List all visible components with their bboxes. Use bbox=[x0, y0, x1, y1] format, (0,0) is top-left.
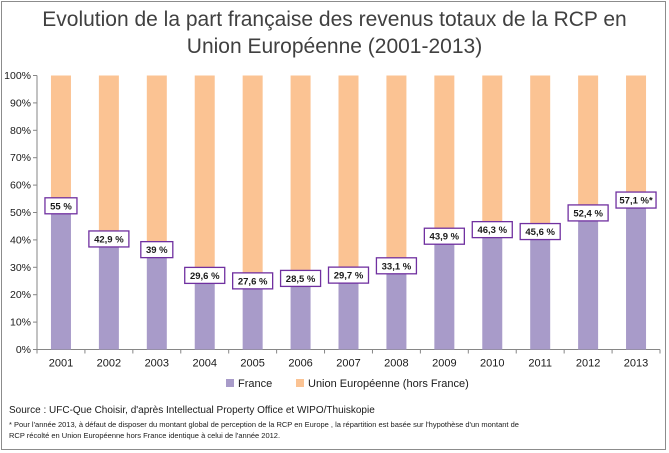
y-tick-label: 10% bbox=[10, 317, 31, 329]
stacked-bar-chart: 0% 10% 20% 30% 40% 50% 60% 70% 80% 90% 100% 2001 55 … bbox=[4, 70, 661, 390]
legend-label-france: France bbox=[238, 378, 272, 390]
legend-swatch-eu bbox=[296, 379, 304, 387]
bar-eu-2006 bbox=[290, 75, 311, 272]
chart-title-line-1: Evolution de la part française des reven… bbox=[42, 8, 627, 31]
data-label: 52,4 % bbox=[573, 208, 603, 219]
x-tick-label: 2013 bbox=[624, 358, 648, 370]
x-tick-label: 2006 bbox=[288, 358, 312, 370]
data-label: 43,9 % bbox=[430, 232, 460, 243]
legend-swatch-france bbox=[226, 379, 234, 387]
x-tick-label: 2012 bbox=[576, 358, 600, 370]
x-tick-label: 2011 bbox=[528, 358, 552, 370]
y-tick-label: 0% bbox=[16, 344, 31, 356]
data-label: 33,1 % bbox=[382, 261, 412, 272]
bar-eu-2004 bbox=[194, 75, 215, 269]
bar-eu-2005 bbox=[242, 75, 263, 274]
bar-eu-2010 bbox=[482, 75, 503, 223]
data-label: 28,5 % bbox=[286, 274, 316, 285]
data-label-box bbox=[44, 197, 78, 215]
data-label-box bbox=[327, 266, 370, 284]
y-tick-label: 70% bbox=[10, 152, 31, 164]
data-label-box bbox=[232, 272, 274, 290]
data-label: 55 % bbox=[50, 201, 72, 212]
data-label: 42,9 % bbox=[94, 234, 124, 245]
x-tick-label: 2002 bbox=[97, 358, 121, 370]
data-label: 27,6 % bbox=[238, 276, 268, 287]
chart-title: Evolution de la part française des reven… bbox=[0, 6, 669, 60]
footnote-line-2: RCP récolté en Union Européenne hors Fra… bbox=[9, 431, 281, 440]
x-tick-label: 2004 bbox=[192, 358, 216, 370]
bar-france-2012 bbox=[578, 205, 599, 350]
bar-eu-2008 bbox=[386, 75, 407, 259]
chart-title-line-2: Union Européenne (2001-2013) bbox=[186, 35, 483, 58]
y-tick-label: 20% bbox=[10, 289, 31, 301]
y-tick-label: 30% bbox=[10, 262, 31, 274]
bar-eu-2011 bbox=[530, 75, 551, 225]
data-label-box bbox=[423, 227, 465, 245]
bar-france-2008 bbox=[386, 258, 407, 350]
y-tick-label: 40% bbox=[10, 234, 31, 246]
source-text: Source : UFC-Que Choisir, d'après Intell… bbox=[9, 405, 375, 416]
data-label-box bbox=[279, 269, 322, 288]
y-tick-label: 100% bbox=[4, 70, 31, 82]
footnote: * Pour l'année 2013, à défaut de dispose… bbox=[9, 419, 659, 441]
bar-france-2006 bbox=[290, 271, 311, 350]
bar-eu-2007 bbox=[338, 75, 359, 269]
y-tick-label: 90% bbox=[10, 97, 31, 109]
data-label-box bbox=[88, 230, 130, 248]
x-tick-label: 2001 bbox=[49, 358, 73, 370]
bar-france-2004 bbox=[194, 268, 215, 350]
x-tick-label: 2005 bbox=[240, 358, 264, 370]
bar-france-2003 bbox=[146, 242, 167, 350]
bar-france-2010 bbox=[482, 222, 503, 350]
data-label: 29,7 % bbox=[334, 271, 364, 282]
bar-france-2009 bbox=[434, 229, 455, 350]
bar-france-2001 bbox=[50, 198, 71, 350]
data-label: 29,6 % bbox=[190, 271, 220, 282]
x-tick-label: 2007 bbox=[336, 358, 360, 370]
x-tick-label: 2010 bbox=[480, 358, 504, 370]
data-label-box bbox=[140, 240, 174, 259]
data-label: 57,1 %* bbox=[619, 196, 653, 207]
bar-eu-2002 bbox=[98, 75, 119, 232]
data-label-box bbox=[615, 191, 657, 209]
bar-france-2011 bbox=[530, 224, 551, 350]
y-tick-label: 80% bbox=[10, 125, 31, 137]
footnote-line-1: * Pour l'année 2013, à défaut de dispose… bbox=[9, 420, 519, 429]
data-label-box bbox=[375, 257, 418, 275]
bar-eu-2003 bbox=[146, 75, 167, 243]
bar-france-2013 bbox=[626, 193, 647, 350]
y-tick-label: 60% bbox=[10, 180, 31, 192]
data-label-box bbox=[567, 204, 609, 222]
x-tick-label: 2008 bbox=[384, 358, 408, 370]
bar-eu-2009 bbox=[434, 75, 455, 230]
bar-france-2002 bbox=[98, 231, 119, 350]
data-label: 39 % bbox=[146, 245, 168, 256]
bar-eu-2013 bbox=[626, 75, 647, 194]
data-label: 46,3 % bbox=[477, 225, 507, 236]
legend-label-eu: Union Européenne (hors France) bbox=[308, 378, 469, 390]
y-tick-label: 50% bbox=[10, 207, 31, 219]
x-tick-label: 2009 bbox=[432, 358, 456, 370]
bar-france-2005 bbox=[242, 273, 263, 350]
data-label-box bbox=[471, 220, 513, 239]
data-label-box bbox=[519, 222, 561, 241]
data-label: 45,6 % bbox=[525, 227, 555, 238]
bar-eu-2001 bbox=[50, 75, 71, 199]
data-label-box bbox=[184, 266, 226, 285]
x-tick-label: 2003 bbox=[145, 358, 169, 370]
bar-france-2007 bbox=[338, 268, 359, 350]
bar-eu-2012 bbox=[578, 75, 599, 206]
